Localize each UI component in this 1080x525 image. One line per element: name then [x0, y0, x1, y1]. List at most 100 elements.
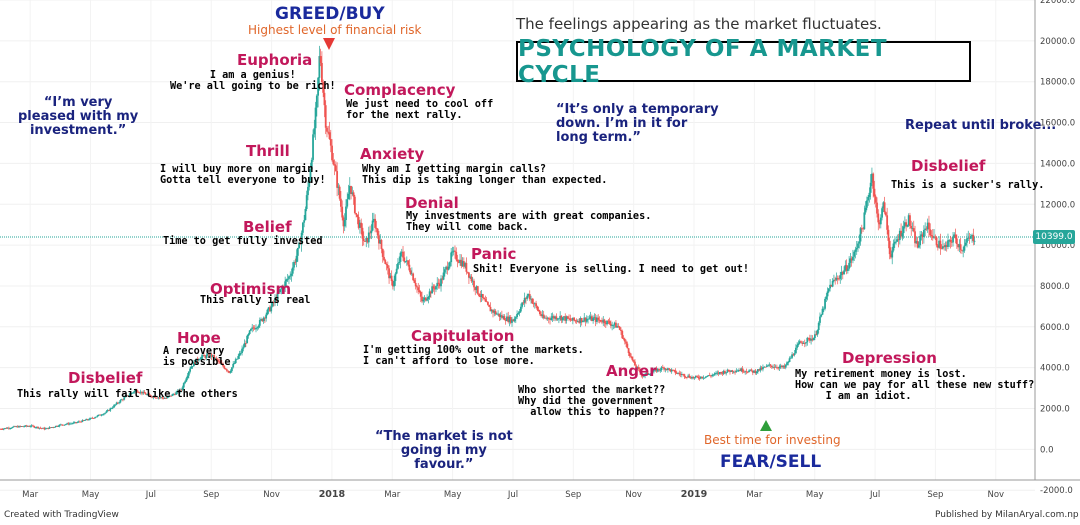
candle-body	[52, 427, 55, 428]
candle-body	[764, 366, 767, 368]
candle-body	[324, 105, 327, 128]
candle-body	[214, 358, 217, 359]
candle-body	[589, 316, 592, 319]
candle-body	[525, 297, 527, 299]
candle-body	[571, 317, 574, 321]
candle-body	[650, 372, 653, 374]
candle-body	[28, 426, 31, 427]
x-tick-label: Sep	[565, 490, 581, 500]
candle-body	[718, 372, 721, 374]
candle-body	[800, 341, 802, 343]
candle-body	[167, 396, 170, 398]
candle-body	[265, 314, 268, 319]
candle-body	[493, 310, 496, 313]
candle-body	[78, 421, 81, 423]
x-tick-label: 2019	[681, 489, 707, 500]
candle-body	[617, 326, 620, 327]
candle-body	[935, 237, 938, 246]
candle-body	[42, 427, 44, 429]
candle-body	[816, 329, 819, 335]
candle-body	[389, 275, 392, 279]
candle-body	[318, 56, 321, 78]
candle-body	[47, 427, 50, 429]
candle-body	[483, 298, 486, 300]
candle-body	[76, 422, 79, 424]
candle-body	[891, 250, 894, 258]
candle-body	[135, 389, 138, 392]
candle-body	[103, 413, 105, 415]
candle-body	[687, 375, 690, 378]
candle-body	[808, 338, 811, 341]
candle-body	[187, 371, 190, 376]
candle-body	[693, 377, 696, 379]
candle-body	[612, 324, 615, 326]
candle-body	[829, 284, 832, 289]
candle-body	[559, 315, 562, 319]
candle-body	[917, 245, 920, 248]
x-tick-label: Jul	[869, 490, 880, 500]
candle-body	[767, 365, 769, 367]
caption-complacency: We just need to cool off for the next ra…	[346, 99, 494, 122]
candle-body	[792, 354, 795, 356]
candle-body	[137, 391, 140, 393]
candle-body	[805, 342, 807, 344]
candle-body	[905, 222, 908, 227]
candle-body	[788, 358, 791, 363]
candle-body	[151, 396, 153, 398]
candle-body	[516, 313, 518, 318]
candle-body	[326, 127, 328, 132]
candle-body	[23, 426, 25, 428]
candle-body	[108, 410, 110, 411]
candle-body	[688, 375, 691, 378]
candle-body	[295, 255, 298, 263]
candle-body	[521, 302, 524, 307]
candle-body	[163, 398, 166, 400]
candle-body	[620, 329, 622, 331]
candle-body	[489, 306, 492, 312]
candle-body	[558, 318, 560, 320]
candle-body	[498, 313, 501, 317]
candle-body	[308, 179, 311, 187]
candle-body	[890, 254, 892, 258]
candle-body	[615, 322, 617, 328]
candle-body	[459, 259, 461, 263]
candle-body	[929, 229, 932, 236]
candle-body	[597, 317, 600, 320]
candle-body	[708, 375, 711, 377]
candle-body	[365, 237, 368, 242]
candle-body	[319, 56, 322, 63]
candle-body	[456, 259, 459, 262]
candle-body	[660, 367, 663, 370]
candle-body	[70, 423, 72, 425]
candle-body	[895, 241, 897, 243]
candle-body	[398, 261, 401, 264]
stage-denial: Denial	[405, 194, 459, 212]
candle-body	[329, 138, 332, 146]
candle-body	[304, 208, 307, 221]
candle-body	[421, 296, 423, 302]
best-time-label: Best time for investing	[704, 433, 841, 447]
candle-body	[654, 368, 657, 370]
candle-body	[755, 371, 758, 374]
candle-body	[602, 319, 605, 323]
candle-body	[426, 299, 428, 301]
candle-body	[175, 392, 178, 395]
candle-body	[222, 363, 224, 367]
candle-body	[432, 286, 435, 289]
candle-body	[361, 227, 364, 239]
candle-body	[81, 420, 84, 423]
candle-body	[867, 197, 870, 201]
candle-body	[293, 261, 295, 268]
caption-hope: A recovery is possible	[163, 346, 231, 369]
candle-body	[645, 372, 648, 374]
candle-body	[651, 371, 654, 373]
candle-body	[859, 228, 862, 242]
candle-body	[784, 365, 787, 368]
candle-body	[224, 368, 227, 370]
candle-body	[82, 420, 85, 421]
candle-body	[958, 244, 961, 248]
candle-body	[274, 298, 276, 303]
caption-disbelief: This rally will fail like the others	[17, 389, 238, 400]
candle-body	[474, 287, 477, 291]
candle-body	[634, 361, 636, 366]
